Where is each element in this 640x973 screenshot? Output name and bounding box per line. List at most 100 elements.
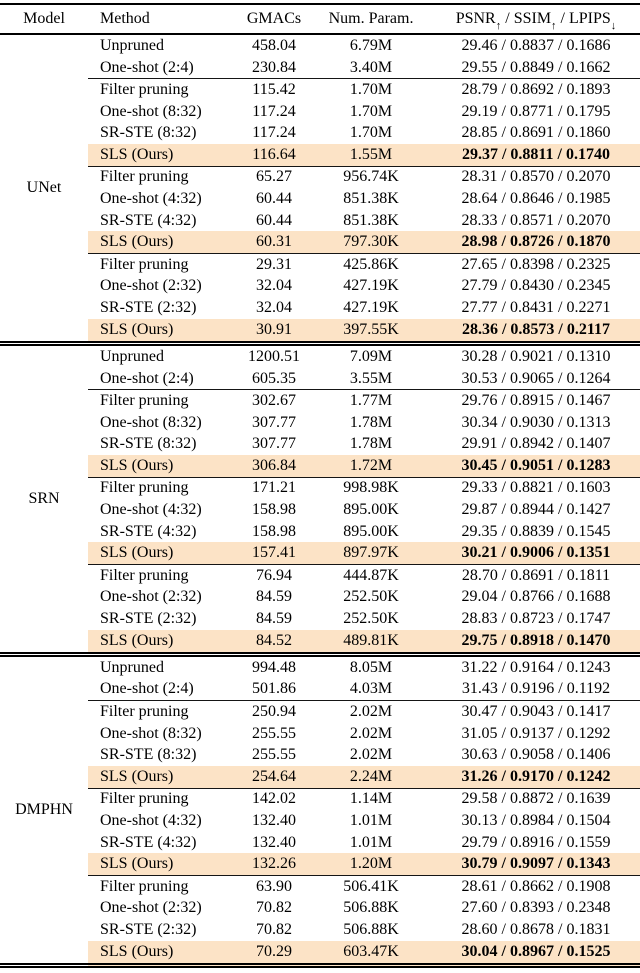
metrics-cell: 29.46 / 0.8837 / 0.1686 — [461, 36, 611, 54]
gmacs-cell: 63.90 — [238, 874, 310, 898]
table-row: SR-STE (8:32) 307.77 1.78M 29.91 / 0.8942 /… — [0, 433, 640, 455]
num-param-cell: 427.19K — [343, 277, 399, 295]
method-cell: Unpruned — [88, 651, 238, 679]
method-cell: SR-STE (4:32) — [100, 522, 197, 540]
num-param-cell: 2.02M — [310, 700, 432, 723]
num-param-cell: 1.77M — [310, 389, 432, 412]
metrics-cell: 29.79 / 0.8916 / 0.1559 — [461, 833, 611, 851]
table-row: SLS (Ours) 84.52 489.81K 29.75 / 0.8918 / 0… — [0, 629, 640, 655]
metrics-cell: 29.33 / 0.8821 / 0.1603 — [432, 476, 640, 500]
gmacs-cell: 1200.51 — [238, 340, 310, 368]
num-param-cell: 851.38K — [343, 190, 399, 208]
num-param-cell: 1.72M — [310, 455, 432, 478]
method-cell: SR-STE (8:32) — [100, 124, 197, 142]
num-param-cell: 506.41K — [310, 874, 432, 898]
method-cell: One-shot (2:4) — [100, 369, 194, 387]
table-row: UNet Unpruned 458.04 6.79M 29.46 / 0.8837 / … — [0, 34, 640, 196]
gmacs-cell: 230.84 — [252, 58, 296, 76]
col-header-gmacs: GMACs — [238, 4, 310, 35]
metrics-cell: 29.75 / 0.8918 / 0.1470 — [432, 629, 640, 655]
metrics-cell: 29.91 / 0.8942 / 0.1407 — [461, 435, 611, 453]
num-param-cell: 2.02M — [349, 746, 393, 764]
num-param-cell: 603.47K — [310, 940, 432, 966]
gmacs-cell: 60.44 — [256, 190, 292, 208]
method-cell: Filter pruning — [88, 787, 238, 811]
num-param-cell: 1.78M — [349, 413, 393, 431]
method-cell: SLS (Ours) — [88, 318, 238, 344]
gmacs-cell: 32.04 — [256, 277, 292, 295]
method-cell: One-shot (4:32) — [100, 811, 202, 829]
gmacs-cell: 117.24 — [252, 124, 296, 142]
gmacs-cell: 132.26 — [238, 853, 310, 876]
table-row: One-shot (2:32) 32.04 427.19K 27.79 / 0.843… — [0, 276, 640, 298]
method-cell: One-shot (2:32) — [100, 588, 202, 606]
method-cell: Filter pruning — [88, 78, 238, 101]
method-cell: SLS (Ours) — [88, 765, 238, 789]
table-row: One-shot (2:4) 230.84 3.40M 29.55 / 0.8849 … — [0, 57, 640, 79]
metrics-cell: 28.70 / 0.8691 / 0.1811 — [432, 563, 640, 587]
table-row: SLS (Ours) 132.26 1.20M 30.79 / 0.9097 / 0.… — [0, 853, 640, 876]
gmacs-cell: 458.04 — [252, 36, 296, 54]
gmacs-cell: 65.27 — [238, 165, 310, 189]
gmacs-cell: 84.52 — [238, 629, 310, 655]
table-row: Filter pruning 63.90 506.41K 28.61 / 0.8662… — [0, 874, 640, 898]
table-row: SR-STE (8:32) 117.24 1.70M 28.85 / 0.8691 /… — [0, 123, 640, 145]
num-param-cell: 851.38K — [343, 211, 399, 229]
gmacs-cell: 254.64 — [238, 765, 310, 789]
table-row: One-shot (4:32) 132.40 1.01M 30.13 / 0.8984… — [0, 810, 640, 832]
num-param-cell: 252.50K — [343, 609, 399, 627]
table-row: Filter pruning 115.42 1.70M 28.79 / 0.8692 … — [0, 78, 640, 101]
method-cell: Filter pruning — [88, 389, 238, 412]
num-param-cell: 8.05M — [310, 651, 432, 679]
gmacs-cell: 115.42 — [238, 78, 310, 101]
num-param-cell: 956.74K — [310, 165, 432, 189]
method-cell: One-shot (8:32) — [100, 413, 202, 431]
method-cell: SR-STE (4:32) — [100, 211, 197, 229]
gmacs-cell: 32.04 — [256, 298, 292, 316]
arrow-up-icon: ↑ — [495, 20, 502, 33]
gmacs-cell: 171.21 — [238, 476, 310, 500]
metrics-cell: 30.45 / 0.9051 / 0.1283 — [432, 455, 640, 478]
metrics-cell: 30.63 / 0.9058 / 0.1406 — [461, 746, 611, 764]
table-row: SRN Unpruned 1200.51 7.09M 30.28 / 0.9021 / … — [0, 340, 640, 655]
method-cell: Filter pruning — [88, 476, 238, 500]
num-param-cell: 252.50K — [343, 588, 399, 606]
col-header-model: Model — [0, 4, 88, 35]
table-row: One-shot (4:32) 158.98 895.00K 29.87 / 0.89… — [0, 499, 640, 521]
metrics-cell: 28.98 / 0.8726 / 0.1870 — [432, 231, 640, 254]
table-row: Filter pruning 65.27 956.74K 28.31 / 0.8570… — [0, 165, 640, 189]
metrics-cell: 29.35 / 0.8839 / 0.1545 — [461, 522, 611, 540]
table-row: One-shot (2:32) 70.82 506.88K 27.60 / 0.839… — [0, 898, 640, 920]
table-row: SLS (Ours) 30.91 397.55K 28.36 / 0.8573 / 0… — [0, 318, 640, 344]
table-row: DMPHN Unpruned 994.48 8.05M 31.22 / 0.9164 /… — [0, 651, 640, 966]
metrics-cell: 28.79 / 0.8692 / 0.1893 — [432, 78, 640, 101]
table-row: One-shot (8:32) 255.55 2.02M 31.05 / 0.9137… — [0, 723, 640, 745]
num-param-cell: 998.98K — [310, 476, 432, 500]
model-label: DMPHN — [0, 651, 88, 966]
gmacs-cell: 158.98 — [252, 522, 296, 540]
method-cell: One-shot (2:4) — [100, 680, 194, 698]
gmacs-cell: 605.35 — [252, 369, 296, 387]
table-row: One-shot (8:32) 307.77 1.78M 30.34 / 0.9030… — [0, 412, 640, 434]
gmacs-cell: 302.67 — [238, 389, 310, 412]
table-row: SLS (Ours) 70.29 603.47K 30.04 / 0.8967 / 0… — [0, 940, 640, 966]
metrics-cell: 28.31 / 0.8570 / 0.2070 — [432, 165, 640, 189]
table-row: One-shot (8:32) 117.24 1.70M 29.19 / 0.8771… — [0, 101, 640, 123]
num-param-cell: 427.19K — [343, 298, 399, 316]
method-cell: Filter pruning — [88, 252, 238, 276]
num-param-cell: 1.01M — [349, 833, 393, 851]
gmacs-cell: 60.44 — [256, 211, 292, 229]
method-cell: SR-STE (8:32) — [100, 435, 197, 453]
table-row: Filter pruning 76.94 444.87K 28.70 / 0.8691… — [0, 563, 640, 587]
num-param-cell: 7.09M — [310, 340, 432, 368]
method-cell: SLS (Ours) — [88, 231, 238, 254]
num-param-cell: 1.70M — [310, 78, 432, 101]
arrow-down-icon: ↓ — [610, 20, 617, 33]
table-row: SLS (Ours) 157.41 897.97K 30.21 / 0.9006 / … — [0, 542, 640, 565]
num-param-cell: 425.86K — [310, 252, 432, 276]
table-row: One-shot (4:32) 60.44 851.38K 28.64 / 0.864… — [0, 188, 640, 210]
method-cell: SR-STE (2:32) — [100, 920, 197, 938]
num-param-cell: 397.55K — [310, 318, 432, 344]
gmacs-cell: 142.02 — [238, 787, 310, 811]
